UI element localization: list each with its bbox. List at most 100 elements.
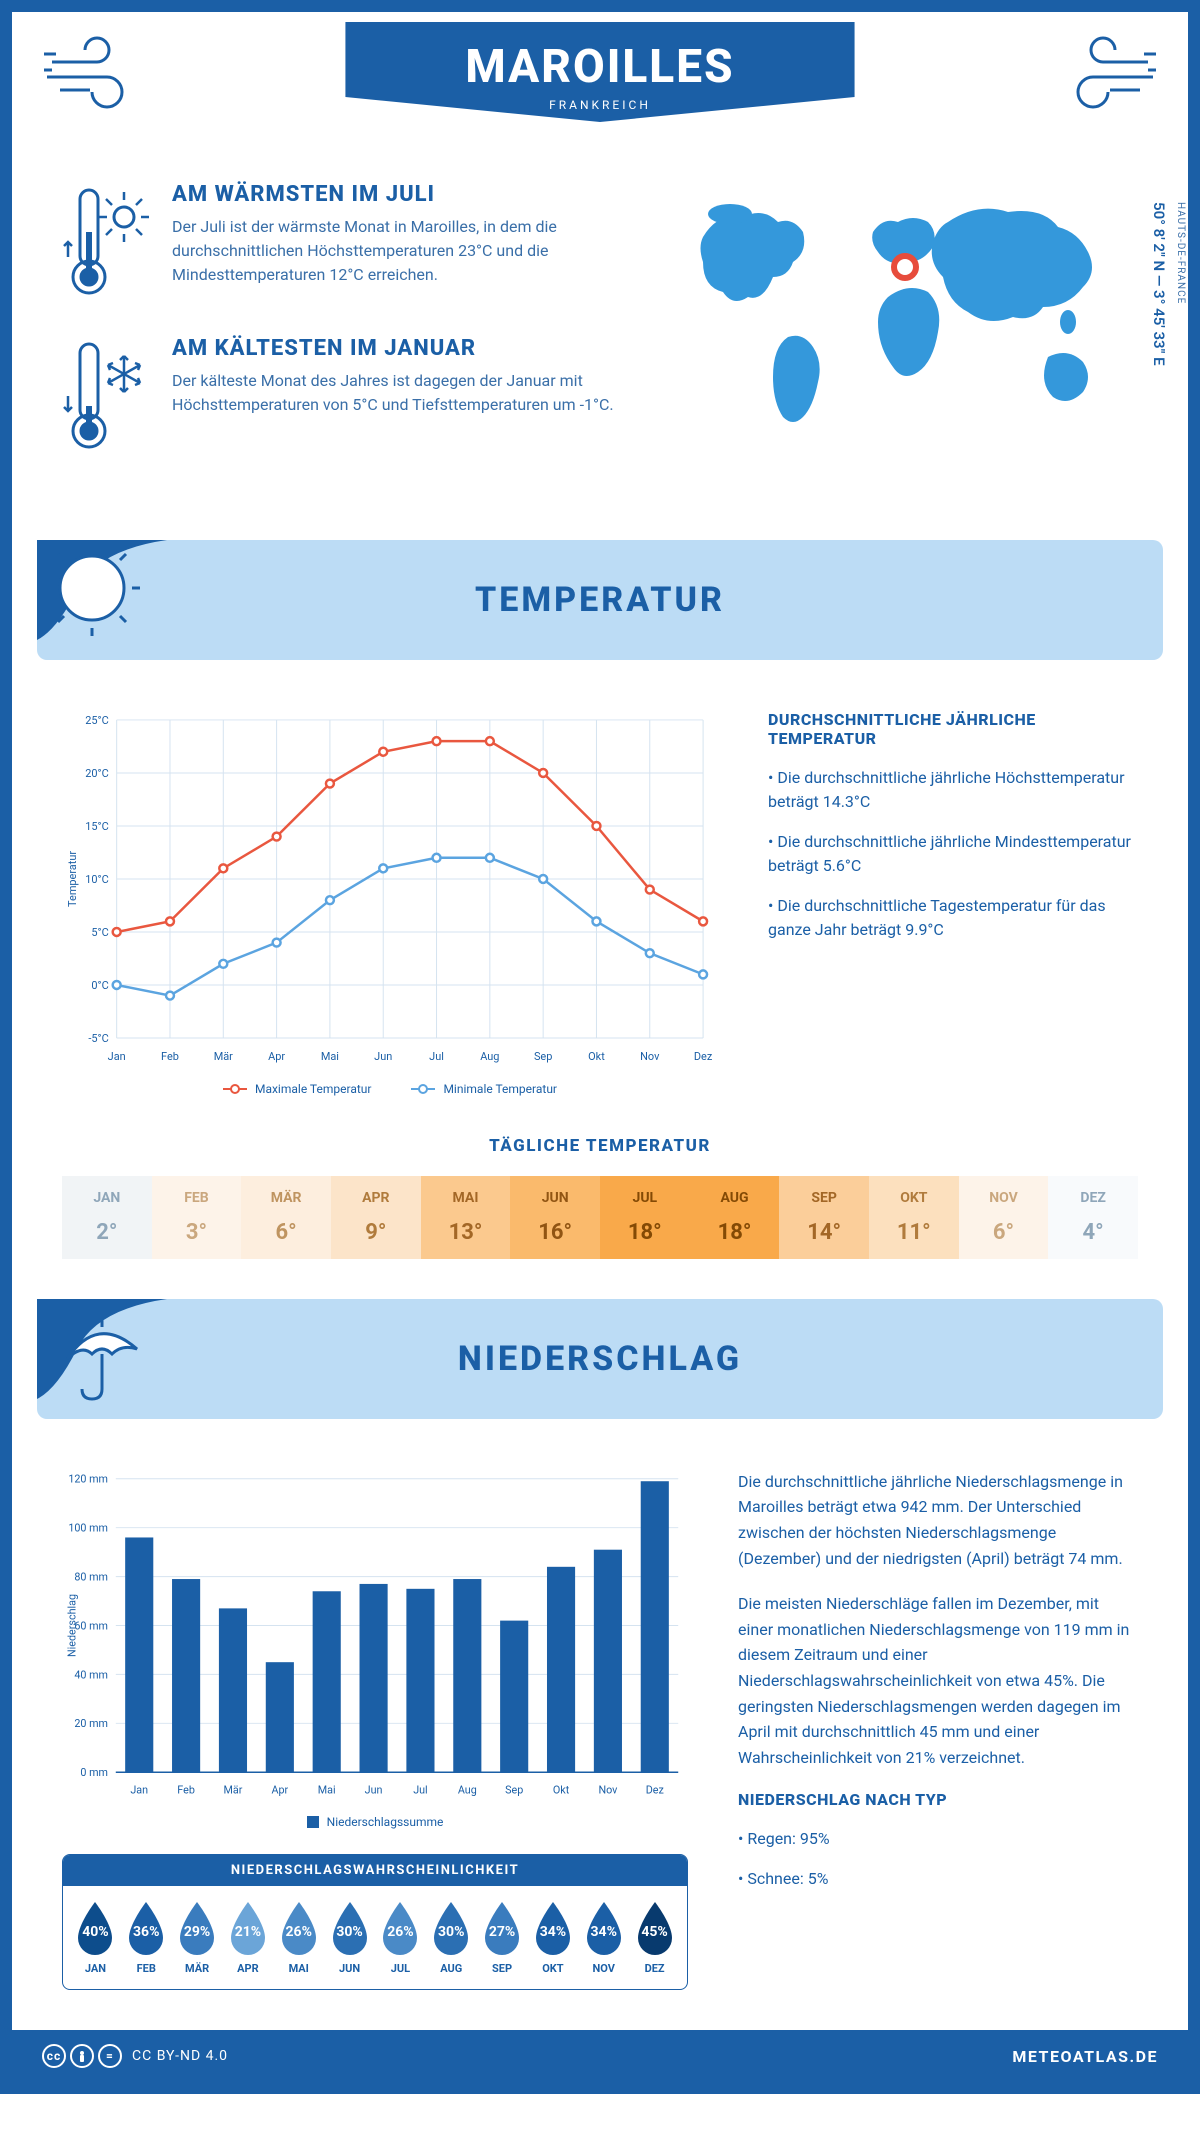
- nd-icon: =: [98, 2044, 122, 2068]
- license-text: CC BY-ND 4.0: [132, 2048, 228, 2064]
- svg-text:Okt: Okt: [553, 1784, 570, 1797]
- svg-text:0 mm: 0 mm: [80, 1766, 108, 1779]
- coldest-text: Der kälteste Monat des Jahres ist dagege…: [172, 369, 638, 417]
- daily-temp-cell: APR9°: [331, 1176, 421, 1259]
- site-name: METEOATLAS.DE: [1012, 2047, 1158, 2066]
- probability-drop: 26% JUL: [376, 1900, 425, 1975]
- svg-text:Dez: Dez: [646, 1784, 664, 1797]
- svg-text:5°C: 5°C: [91, 926, 108, 939]
- svg-text:Mär: Mär: [214, 1050, 233, 1063]
- svg-text:Jun: Jun: [374, 1050, 392, 1063]
- svg-text:Feb: Feb: [177, 1784, 195, 1797]
- daily-temp-cell: SEP14°: [779, 1176, 869, 1259]
- svg-text:Niederschlag: Niederschlag: [66, 1594, 79, 1657]
- prob-heading: NIEDERSCHLAGSWAHRSCHEINLICHKEIT: [63, 1855, 687, 1886]
- svg-text:0°C: 0°C: [91, 979, 108, 992]
- svg-text:Mär: Mär: [224, 1784, 243, 1797]
- svg-text:Temperatur: Temperatur: [66, 851, 79, 907]
- avg-temp-bullet: • Die durchschnittliche jährliche Mindes…: [768, 830, 1138, 878]
- temperature-section-header: TEMPERATUR: [37, 540, 1163, 660]
- coldest-block: AM KÄLTESTEN IM JANUAR Der kälteste Mona…: [62, 336, 638, 460]
- daily-temp-cell: NOV6°: [959, 1176, 1049, 1259]
- country-subtitle: FRANKREICH: [465, 98, 734, 112]
- precipitation-probability-box: NIEDERSCHLAGSWAHRSCHEINLICHKEIT 40% JAN …: [62, 1854, 688, 1990]
- svg-text:Sep: Sep: [505, 1784, 523, 1797]
- footer: cc = CC BY-ND 4.0 METEOATLAS.DE: [12, 2030, 1188, 2082]
- by-icon: [70, 2044, 94, 2068]
- warmest-heading: AM WÄRMSTEN IM JULI: [172, 182, 638, 207]
- daily-temp-cell: JUN16°: [510, 1176, 600, 1259]
- cc-icon: cc: [42, 2044, 66, 2068]
- header: MAROILLES FRANKREICH: [12, 12, 1188, 172]
- precip-type-bullet: • Schnee: 5%: [738, 1867, 1138, 1891]
- city-title: MAROILLES: [465, 40, 734, 94]
- wind-icon: [42, 32, 152, 116]
- daily-temp-cell: MAI13°: [421, 1176, 511, 1259]
- warmest-text: Der Juli ist der wärmste Monat in Maroil…: [172, 215, 638, 287]
- svg-text:60 mm: 60 mm: [74, 1619, 108, 1632]
- svg-text:40 mm: 40 mm: [74, 1668, 108, 1681]
- warmest-block: AM WÄRMSTEN IM JULI Der Juli ist der wär…: [62, 182, 638, 306]
- temperature-line-chart: -5°C0°C5°C10°C15°C20°C25°CJanFebMärAprMa…: [62, 710, 718, 1096]
- world-map: 50° 8' 2" N — 3° 45' 33" E HAUTS-DE-FRAN…: [678, 182, 1138, 490]
- umbrella-icon: [37, 1299, 177, 1419]
- svg-text:Aug: Aug: [480, 1050, 499, 1063]
- coordinates: 50° 8' 2" N — 3° 45' 33" E: [1150, 202, 1168, 366]
- svg-text:Mai: Mai: [321, 1050, 339, 1063]
- svg-text:Jan: Jan: [130, 1784, 148, 1797]
- svg-text:Apr: Apr: [268, 1050, 285, 1063]
- svg-text:Sep: Sep: [534, 1050, 552, 1063]
- title-banner: MAROILLES FRANKREICH: [345, 22, 854, 122]
- region-label: HAUTS-DE-FRANCE: [1175, 202, 1186, 304]
- probability-drop: 21% APR: [223, 1900, 272, 1975]
- probability-drop: 34% NOV: [579, 1900, 628, 1975]
- intro-section: AM WÄRMSTEN IM JULI Der Juli ist der wär…: [12, 172, 1188, 520]
- probability-drop: 40% JAN: [71, 1900, 120, 1975]
- precipitation-title: NIEDERSCHLAG: [458, 1339, 742, 1379]
- daily-temp-cell: MÄR6°: [241, 1176, 331, 1259]
- svg-text:Dez: Dez: [694, 1050, 713, 1063]
- svg-text:Jul: Jul: [413, 1784, 427, 1797]
- probability-drop: 30% JUN: [325, 1900, 374, 1975]
- precip-type-heading: NIEDERSCHLAG NACH TYP: [738, 1790, 1138, 1809]
- avg-temp-bullet: • Die durchschnittliche jährliche Höchst…: [768, 766, 1138, 814]
- probability-drop: 45% DEZ: [630, 1900, 679, 1975]
- svg-text:Nov: Nov: [598, 1784, 618, 1797]
- svg-text:Mai: Mai: [318, 1784, 336, 1797]
- daily-temp-cell: FEB3°: [152, 1176, 242, 1259]
- daily-temp-cell: DEZ4°: [1048, 1176, 1138, 1259]
- probability-drop: 29% MÄR: [173, 1900, 222, 1975]
- svg-text:Aug: Aug: [458, 1784, 477, 1797]
- temperature-title: TEMPERATUR: [475, 580, 725, 620]
- cc-icons: cc =: [42, 2044, 122, 2068]
- probability-drop: 34% OKT: [528, 1900, 577, 1975]
- probability-drop: 36% FEB: [122, 1900, 171, 1975]
- probability-drop: 27% SEP: [478, 1900, 527, 1975]
- svg-text:20°C: 20°C: [85, 767, 108, 780]
- svg-text:25°C: 25°C: [85, 714, 108, 727]
- precip-type-bullet: • Regen: 95%: [738, 1827, 1138, 1851]
- precipitation-bar-chart: 0 mm20 mm40 mm60 mm80 mm100 mm120 mmNied…: [62, 1469, 688, 1830]
- precip-paragraph: Die meisten Niederschläge fallen im Deze…: [738, 1591, 1138, 1770]
- svg-text:80 mm: 80 mm: [74, 1570, 108, 1583]
- daily-temp-table: JAN2°FEB3°MÄR6°APR9°MAI13°JUN16°JUL18°AU…: [62, 1176, 1138, 1259]
- svg-text:15°C: 15°C: [85, 820, 108, 833]
- svg-text:Feb: Feb: [161, 1050, 179, 1063]
- avg-temp-heading: DURCHSCHNITTLICHE JÄHRLICHE TEMPERATUR: [768, 710, 1138, 748]
- thermometer-sun-icon: [62, 182, 152, 306]
- svg-text:-5°C: -5°C: [88, 1032, 108, 1045]
- daily-temp-cell: OKT11°: [869, 1176, 959, 1259]
- avg-temp-bullet: • Die durchschnittliche Tagestemperatur …: [768, 894, 1138, 942]
- svg-text:120 mm: 120 mm: [68, 1473, 108, 1486]
- probability-drop: 26% MAI: [274, 1900, 323, 1975]
- thermometer-snow-icon: [62, 336, 152, 460]
- precipitation-section-header: NIEDERSCHLAG: [37, 1299, 1163, 1419]
- daily-temp-cell: AUG18°: [690, 1176, 780, 1259]
- svg-text:Apr: Apr: [271, 1784, 288, 1797]
- probability-drop: 30% AUG: [427, 1900, 476, 1975]
- svg-text:Okt: Okt: [588, 1050, 605, 1063]
- legend-min: .legend-item:nth-child(2) .legend-line::…: [411, 1082, 557, 1096]
- wind-icon: [1048, 32, 1158, 116]
- svg-text:Nov: Nov: [640, 1050, 660, 1063]
- svg-text:Jul: Jul: [429, 1050, 444, 1063]
